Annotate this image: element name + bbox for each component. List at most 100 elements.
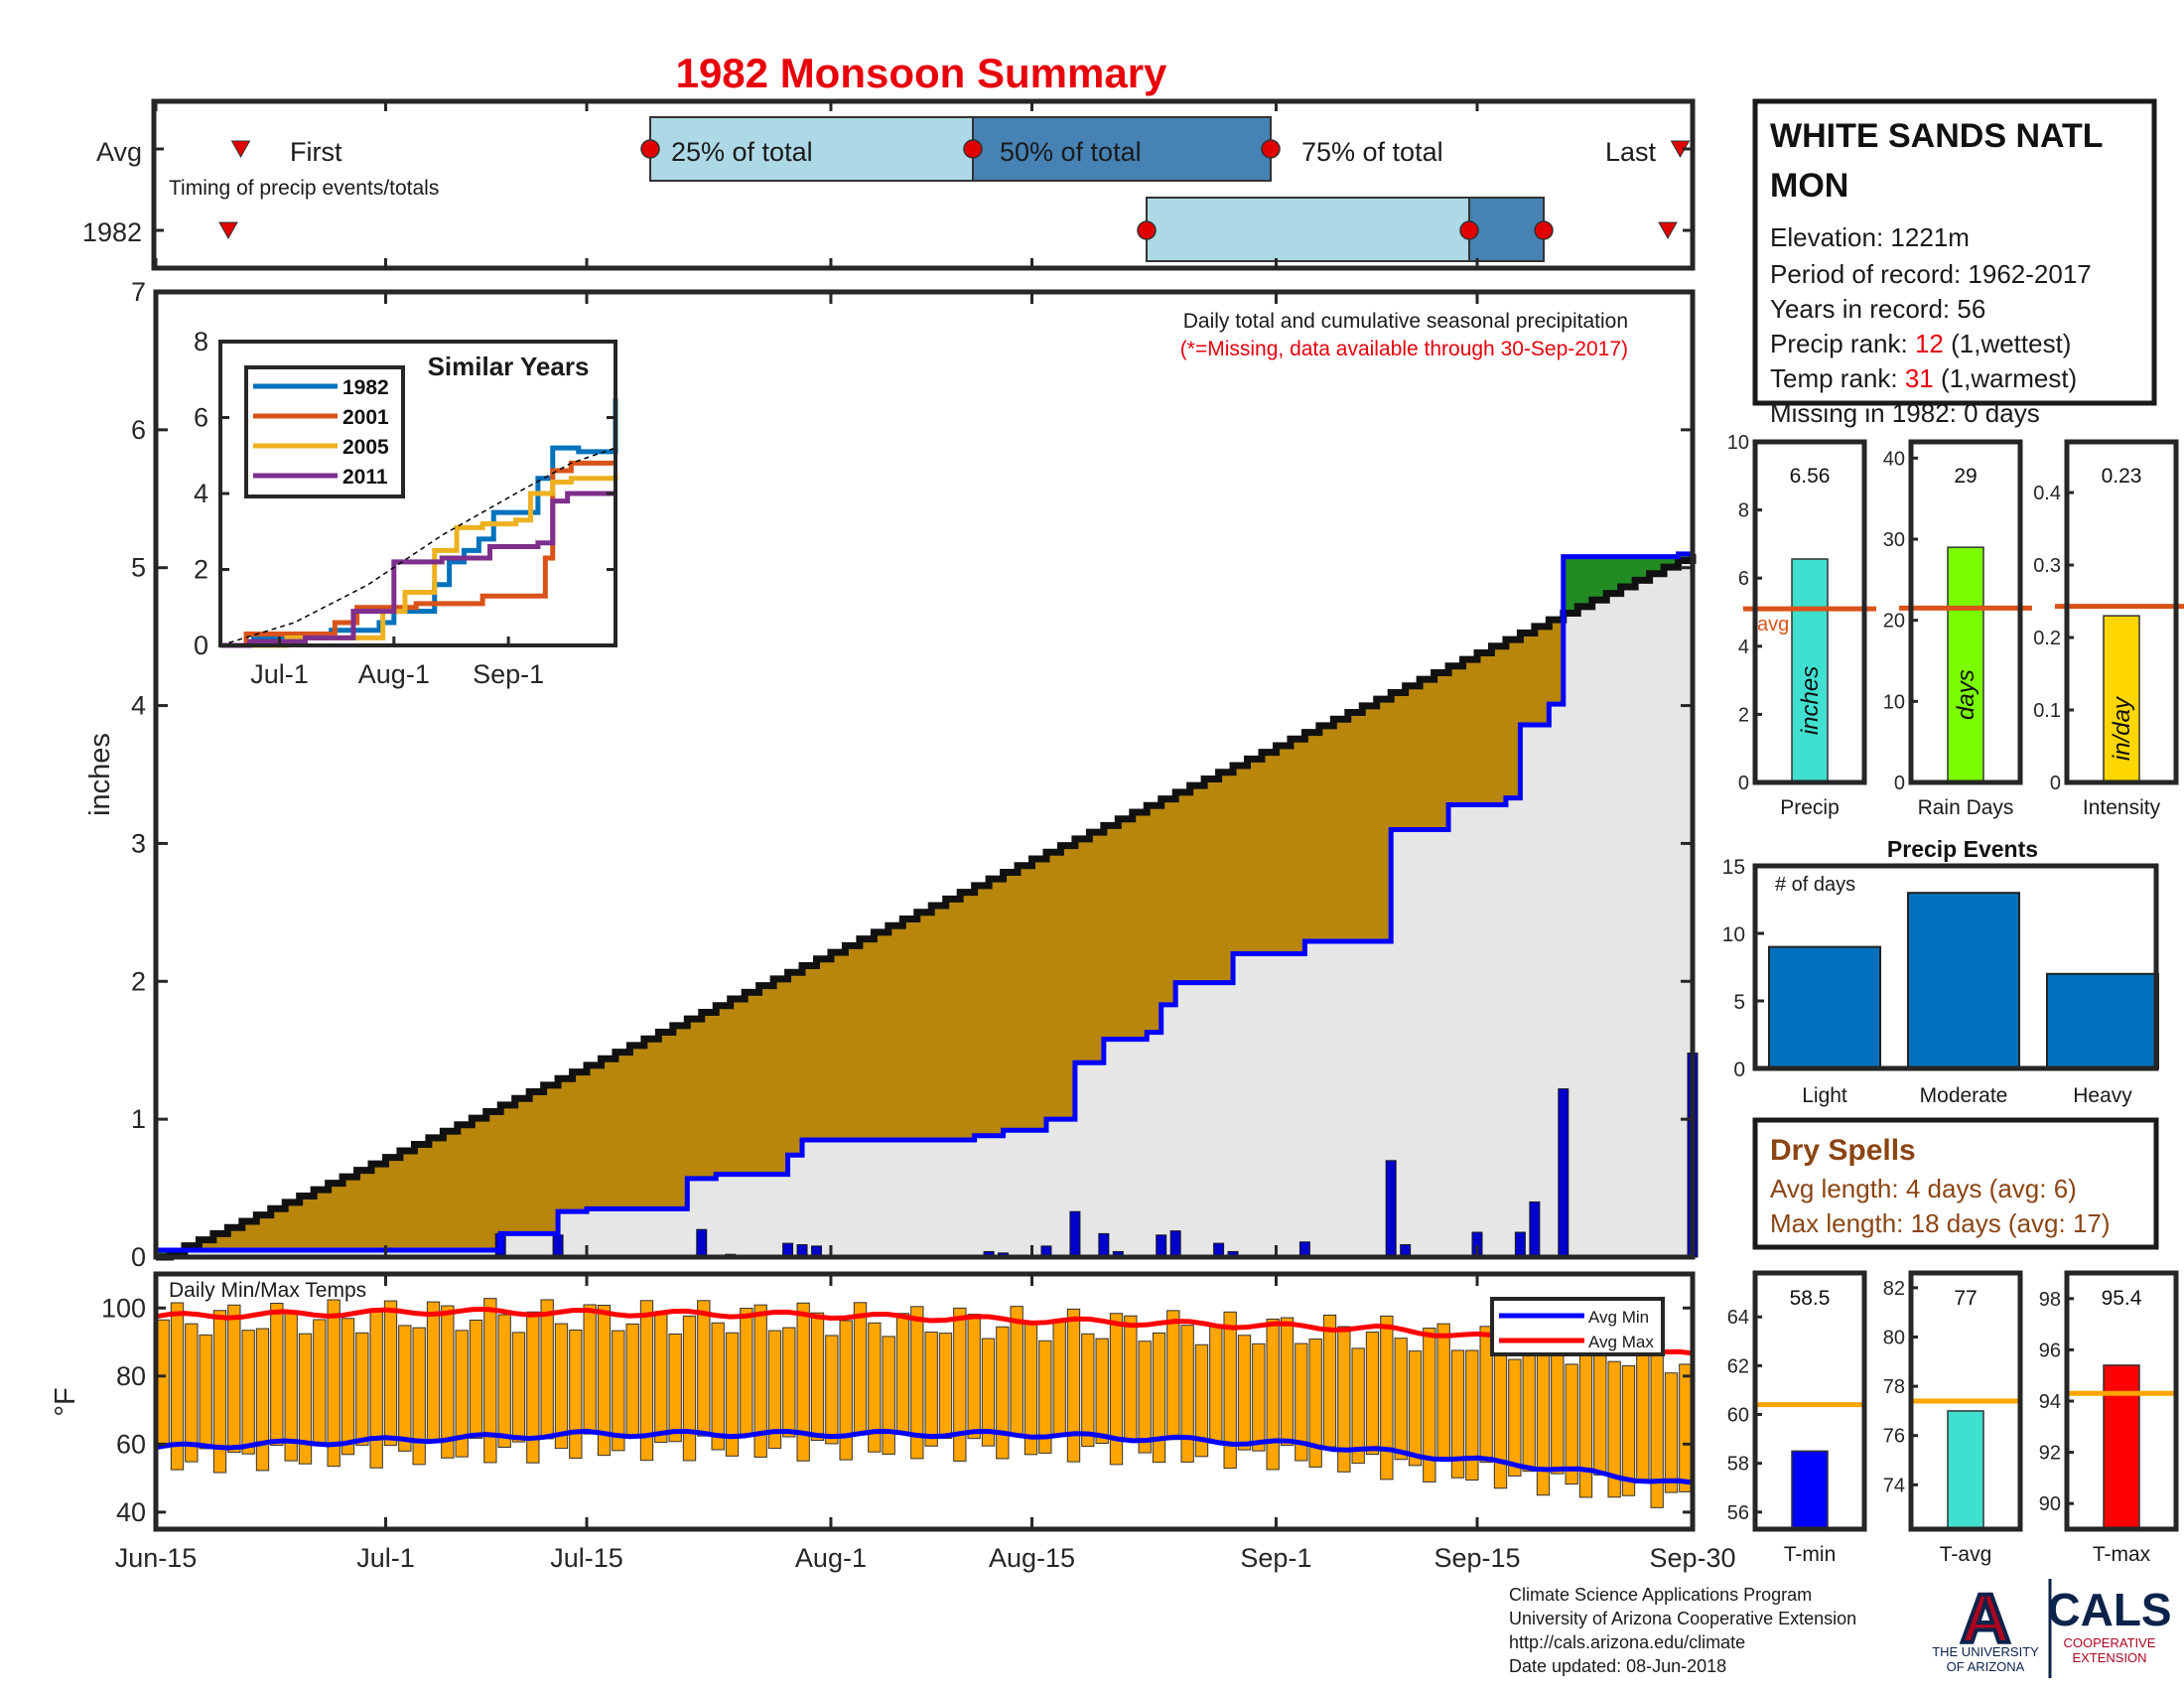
timing-caption: Timing of precip events/totals (169, 177, 439, 200)
temp-bar-51 (882, 1336, 895, 1455)
ua-logo-line1: THE UNIVERSITY (1932, 1644, 2039, 1659)
tsummary-tavg-tick-label-82: 82 (1883, 1278, 1905, 1300)
temp-bar-40 (725, 1332, 740, 1457)
temp-bar-86 (1380, 1315, 1394, 1481)
summary-precip-tick-label-6: 6 (1738, 568, 1749, 590)
tsummary-tmax-label: T-max (2093, 1543, 2151, 1566)
station-elevation: Elevation: 1221m (1770, 222, 1970, 252)
tsummary-tavg-tick-label-80: 80 (1883, 1328, 1905, 1349)
temp-bar-66 (1095, 1338, 1109, 1444)
events-ticks: 0 5 10 15 Light Moderate Heavy (1722, 856, 2133, 1107)
temp-bar-30 (583, 1304, 597, 1435)
inset-line-avg (219, 447, 616, 646)
dry-spells-frame (1752, 1117, 2159, 1250)
summary-raindays-value: 29 (1954, 465, 1977, 488)
temp-bar-78 (1266, 1318, 1280, 1471)
temp-bar-70 (1152, 1332, 1166, 1464)
footer-credits: Climate Science Applications Program Uni… (1509, 1585, 1856, 1676)
ua-block-a: A (1961, 1580, 2011, 1657)
events-title: Precip Events (1887, 836, 2038, 862)
main-y-ticks: 0 1 2 3 4 5 6 7 (131, 277, 1693, 1272)
legend-avg-max-label: Avg Max (1588, 1333, 1654, 1351)
temp-bar-92 (1465, 1349, 1479, 1481)
temp-bar-11 (313, 1319, 327, 1444)
summary-intensity-frame (2064, 439, 2179, 785)
summary-raindays-tick-label-10: 10 (1883, 691, 1905, 713)
temp-ytick-label-60: 60 (116, 1429, 146, 1459)
temp-bar-10 (298, 1333, 313, 1465)
temp-bar-74 (1209, 1325, 1223, 1444)
temp-bar-69 (1138, 1340, 1152, 1454)
temp-bar-95 (1508, 1358, 1522, 1477)
summary-intensity-tick-label-0.4: 0.4 (2033, 483, 2061, 504)
summary-intensity-bar (2103, 615, 2140, 783)
temp-bar-47 (825, 1335, 839, 1445)
timing-quantile-marker-1-0 (1137, 220, 1157, 240)
temp-bar-20 (441, 1305, 455, 1459)
dry-spells-avg-length: Avg length: 4 days (avg: 6) (1770, 1174, 2077, 1203)
temp-bar-72 (1180, 1325, 1194, 1463)
events-category-label-moderate: Moderate (1920, 1084, 2008, 1107)
summary-precip-tick-label-8: 8 (1738, 500, 1749, 522)
daily-precip-bar-14 (1169, 1230, 1181, 1258)
timing-triangle-0-0 (230, 140, 251, 159)
temp-bar-15 (369, 1309, 383, 1469)
summary-raindays-tick-label-40: 40 (1883, 448, 1905, 470)
temp-bar-22 (469, 1319, 483, 1439)
precip-rank-suffix: (1,wettest) (1944, 329, 2072, 358)
events-frame (1752, 863, 2159, 1071)
temp-bar-62 (1038, 1340, 1052, 1454)
date-tick-label-4: Aug-15 (989, 1543, 1075, 1573)
temp-bar-76 (1237, 1335, 1252, 1451)
temp-bar-48 (839, 1320, 853, 1461)
cals-logo: CALS COOPERATIVE EXTENSION (2047, 1584, 2171, 1665)
events-tick-label-10: 10 (1722, 923, 1745, 946)
tsummary-tmax-tick-label-96: 96 (2039, 1340, 2061, 1361)
daily-precip-bar-10 (1069, 1210, 1081, 1258)
main-missing-note: (*=Missing, data available through 30-Se… (1180, 338, 1628, 360)
temp-bar-55 (938, 1333, 953, 1440)
timing-triangle-1-0 (218, 221, 238, 240)
temp-bar-81 (1308, 1339, 1322, 1468)
inset-line-2005 (220, 474, 618, 648)
temp-bar-9 (284, 1310, 298, 1462)
temp-bar-43 (767, 1330, 782, 1450)
main-ytick-label-4: 4 (131, 691, 146, 721)
temp-bar-50 (868, 1322, 882, 1453)
inset-ticks: 0 2 4 6 8 Jul-1 Aug-1 Sep-1 (194, 327, 615, 689)
daily-precip-bar-2 (696, 1228, 708, 1258)
temp-bar-14 (355, 1332, 369, 1446)
cals-wordmark: CALS (2047, 1584, 2171, 1635)
main-ytick-label-5: 5 (131, 553, 146, 583)
temp-bar-82 (1322, 1314, 1337, 1448)
temp-bar-18 (412, 1327, 426, 1466)
inset-xtick-label-0: Jul-1 (250, 659, 309, 689)
temp-ytick-label-100: 100 (101, 1293, 146, 1323)
temp-bar-49 (853, 1302, 868, 1436)
summary-intensity-tick-label-0.2: 0.2 (2033, 628, 2061, 649)
tsummary-tavg-tick-label-74: 74 (1883, 1475, 1905, 1496)
events-bars (1768, 892, 2159, 1070)
daily-precip-bar-21 (1514, 1231, 1526, 1258)
temp-bar-94 (1493, 1335, 1508, 1489)
summary-intensity-tick-label-0.3: 0.3 (2033, 555, 2061, 577)
summary-raindays-label: Rain Days (1918, 796, 2014, 819)
ua-logo-line2: OF ARIZONA (1947, 1659, 2025, 1674)
daily-precip-bar-1 (552, 1234, 564, 1258)
timing-quantile-marker-1-1 (1459, 220, 1479, 240)
similar-years-inset: 0 2 4 6 8 Jul-1 Aug-1 Sep-1 Similar Years 1982 2… (194, 327, 618, 689)
temp-bar-68 (1124, 1315, 1138, 1442)
timing-quantile-marker-0-1 (963, 139, 983, 159)
date-tick-label-3: Aug-1 (795, 1543, 867, 1573)
temp-bar-44 (782, 1327, 796, 1438)
inset-legend-label-1982: 1982 (342, 376, 389, 399)
summary-precip-tick-label-2: 2 (1738, 704, 1749, 726)
temp-bar-88 (1408, 1350, 1423, 1467)
tsummary-tmax-tick-label-98: 98 (2039, 1289, 2061, 1311)
timing-panel: Avg 1982 Timing of precip events/totals … (82, 98, 1696, 271)
summary-precip-tick-label-10: 10 (1727, 432, 1749, 454)
timing-quantile-marker-0-0 (640, 139, 660, 159)
summary-precip-bar (1791, 558, 1829, 783)
tsummary-tmin-bar (1791, 1450, 1829, 1530)
temp-bar-0 (156, 1319, 170, 1449)
